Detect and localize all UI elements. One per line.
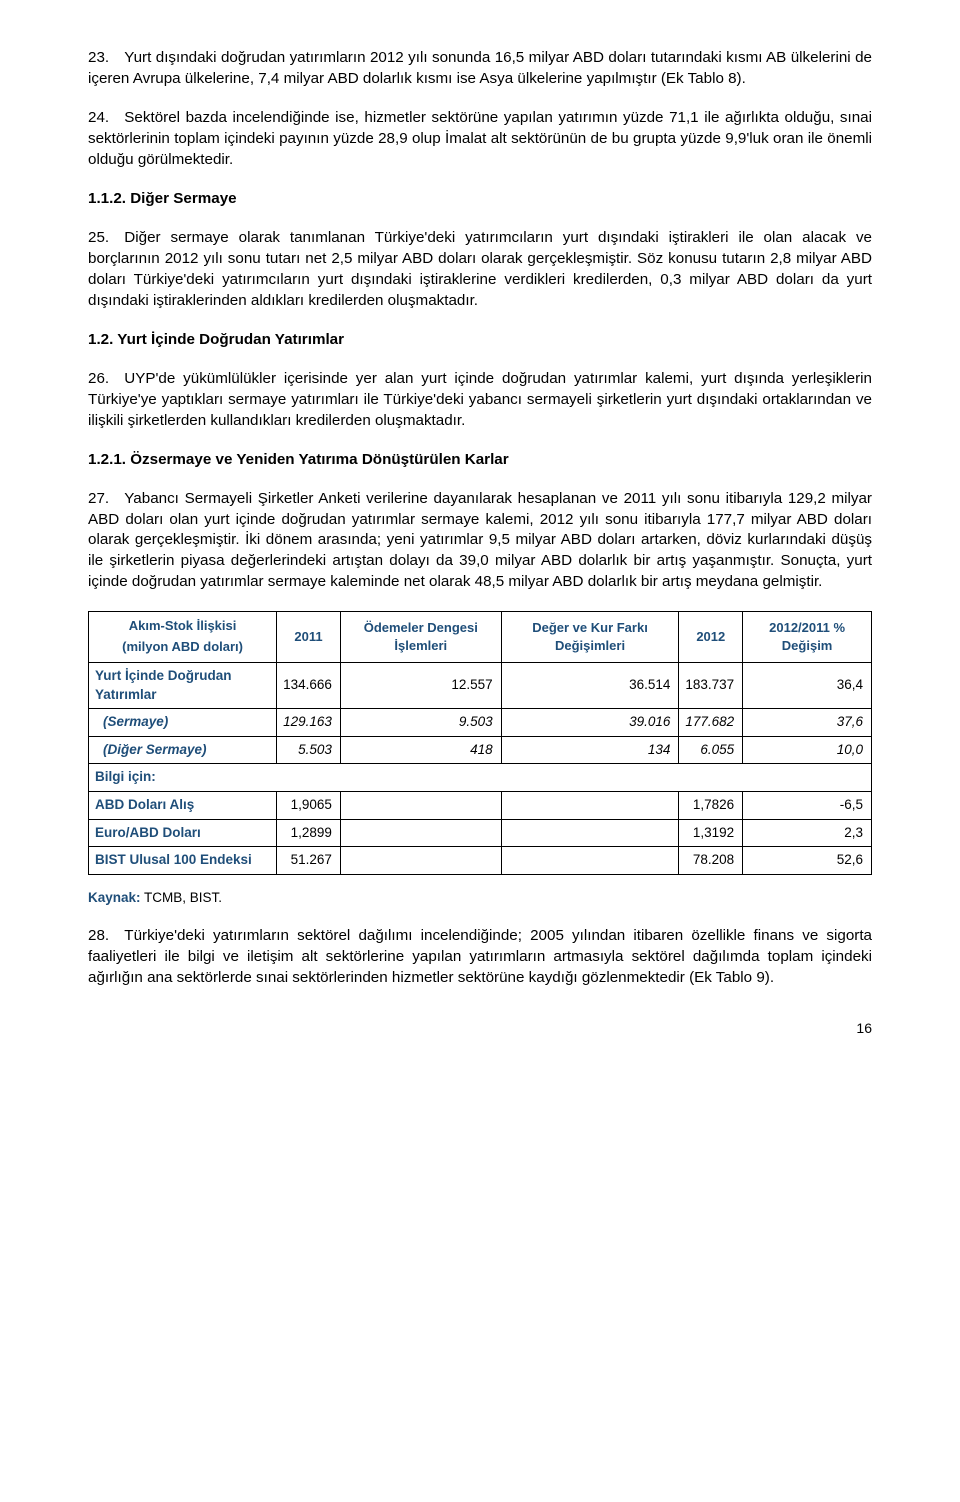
cell	[501, 792, 679, 820]
paragraph-24: 24. Sektörel bazda incelendiğinde ise, h…	[88, 108, 872, 171]
table-row: Euro/ABD Doları 1,2899 1,3192 2,3	[89, 819, 872, 847]
row-label-bilgi: Bilgi için:	[89, 764, 872, 792]
paragraph-23: 23. Yurt dışındaki doğrudan yatırımların…	[88, 48, 872, 90]
row-label: BIST Ulusal 100 Endeksi	[89, 847, 277, 875]
col-header-bop: Ödemeler Dengesi İşlemleri	[340, 612, 501, 663]
cell	[340, 792, 501, 820]
flow-stock-table: Akım-Stok İlişkisi (milyon ABD doları) 2…	[88, 611, 872, 875]
source-label: Kaynak:	[88, 890, 141, 905]
cell: 9.503	[340, 709, 501, 737]
cell: 36,4	[743, 662, 872, 708]
paragraph-25: 25. Diğer sermaye olarak tanımlanan Türk…	[88, 228, 872, 312]
col-header-fx: Değer ve Kur Farkı Değişimleri	[501, 612, 679, 663]
table-row: (Sermaye) 129.163 9.503 39.016 177.682 3…	[89, 709, 872, 737]
row-label: Euro/ABD Doları	[89, 819, 277, 847]
cell	[501, 847, 679, 875]
table-row: (Diğer Sermaye) 5.503 418 134 6.055 10,0	[89, 736, 872, 764]
cell: 183.737	[679, 662, 743, 708]
table-row-info-header: Bilgi için:	[89, 764, 872, 792]
cell: 134	[501, 736, 679, 764]
cell: 5.503	[277, 736, 341, 764]
cell: 2,3	[743, 819, 872, 847]
col-header-2012: 2012	[679, 612, 743, 663]
cell: -6,5	[743, 792, 872, 820]
heading-12: 1.2. Yurt İçinde Doğrudan Yatırımlar	[88, 330, 872, 351]
col-header-2011: 2011	[277, 612, 341, 663]
table-row: Yurt İçinde Doğrudan Yatırımlar 134.666 …	[89, 662, 872, 708]
cell: 10,0	[743, 736, 872, 764]
cell: 12.557	[340, 662, 501, 708]
table-row: BIST Ulusal 100 Endeksi 51.267 78.208 52…	[89, 847, 872, 875]
cell: 134.666	[277, 662, 341, 708]
cell	[501, 819, 679, 847]
cell: 39.016	[501, 709, 679, 737]
source-text: TCMB, BIST.	[141, 890, 223, 905]
paragraph-27: 27. Yabancı Sermayeli Şirketler Anketi v…	[88, 489, 872, 594]
table-header-row: Akım-Stok İlişkisi (milyon ABD doları) 2…	[89, 612, 872, 663]
row-label: Yurt İçinde Doğrudan Yatırımlar	[89, 662, 277, 708]
cell: 52,6	[743, 847, 872, 875]
heading-112: 1.1.2. Diğer Sermaye	[88, 189, 872, 210]
row-label: ABD Doları Alış	[89, 792, 277, 820]
cell: 418	[340, 736, 501, 764]
table-row: ABD Doları Alış 1,9065 1,7826 -6,5	[89, 792, 872, 820]
row-label: (Diğer Sermaye)	[89, 736, 277, 764]
heading-121: 1.2.1. Özsermaye ve Yeniden Yatırıma Dön…	[88, 450, 872, 471]
cell: 1,7826	[679, 792, 743, 820]
cell	[340, 819, 501, 847]
cell: 177.682	[679, 709, 743, 737]
cell: 6.055	[679, 736, 743, 764]
col-header-relation: Akım-Stok İlişkisi (milyon ABD doları)	[89, 612, 277, 663]
cell	[340, 847, 501, 875]
cell: 1,3192	[679, 819, 743, 847]
col-header-line2: (milyon ABD doları)	[95, 637, 270, 658]
page-number: 16	[88, 1019, 872, 1038]
cell: 1,2899	[277, 819, 341, 847]
cell: 129.163	[277, 709, 341, 737]
cell: 37,6	[743, 709, 872, 737]
paragraph-26: 26. UYP'de yükümlülükler içerisinde yer …	[88, 369, 872, 432]
paragraph-28: 28. Türkiye'deki yatırımların sektörel d…	[88, 926, 872, 989]
cell: 1,9065	[277, 792, 341, 820]
cell: 51.267	[277, 847, 341, 875]
col-header-change: 2012/2011 % Değişim	[743, 612, 872, 663]
cell: 78.208	[679, 847, 743, 875]
table-source: Kaynak: TCMB, BIST.	[88, 889, 872, 908]
row-label: (Sermaye)	[89, 709, 277, 737]
cell: 36.514	[501, 662, 679, 708]
col-header-line1: Akım-Stok İlişkisi	[95, 616, 270, 637]
